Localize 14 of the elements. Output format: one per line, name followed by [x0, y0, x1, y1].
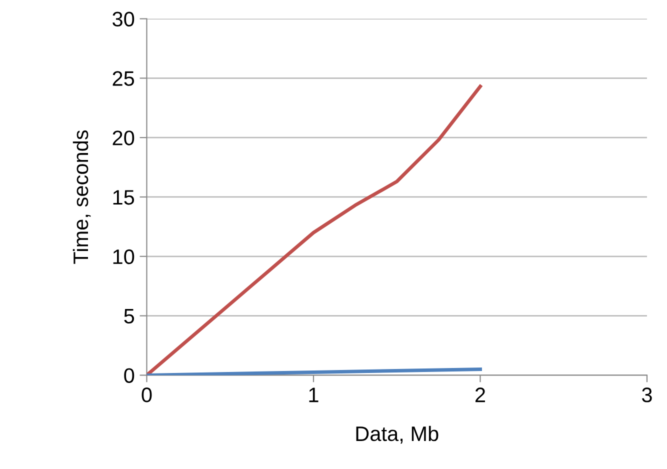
- y-tick-label: 30: [112, 12, 134, 27]
- x-tick-label: 0: [142, 388, 152, 402]
- y-tick-label: 25: [112, 71, 134, 86]
- y-tick-label: 5: [124, 309, 134, 324]
- y-tick-label: 10: [113, 249, 134, 264]
- x-axis-title: Data, Mb: [356, 426, 438, 444]
- y-tick-label: 15: [113, 190, 134, 205]
- y-tick-label: 20: [112, 130, 134, 146]
- x-tick-label: 3: [642, 388, 652, 402]
- x-tick-label: 1: [309, 388, 318, 402]
- line-series: [146, 84, 482, 376]
- y-axis-title: Time, seconds: [72, 130, 91, 264]
- y-tick-label: 0: [124, 368, 134, 383]
- x-tick-label: 2: [475, 388, 485, 402]
